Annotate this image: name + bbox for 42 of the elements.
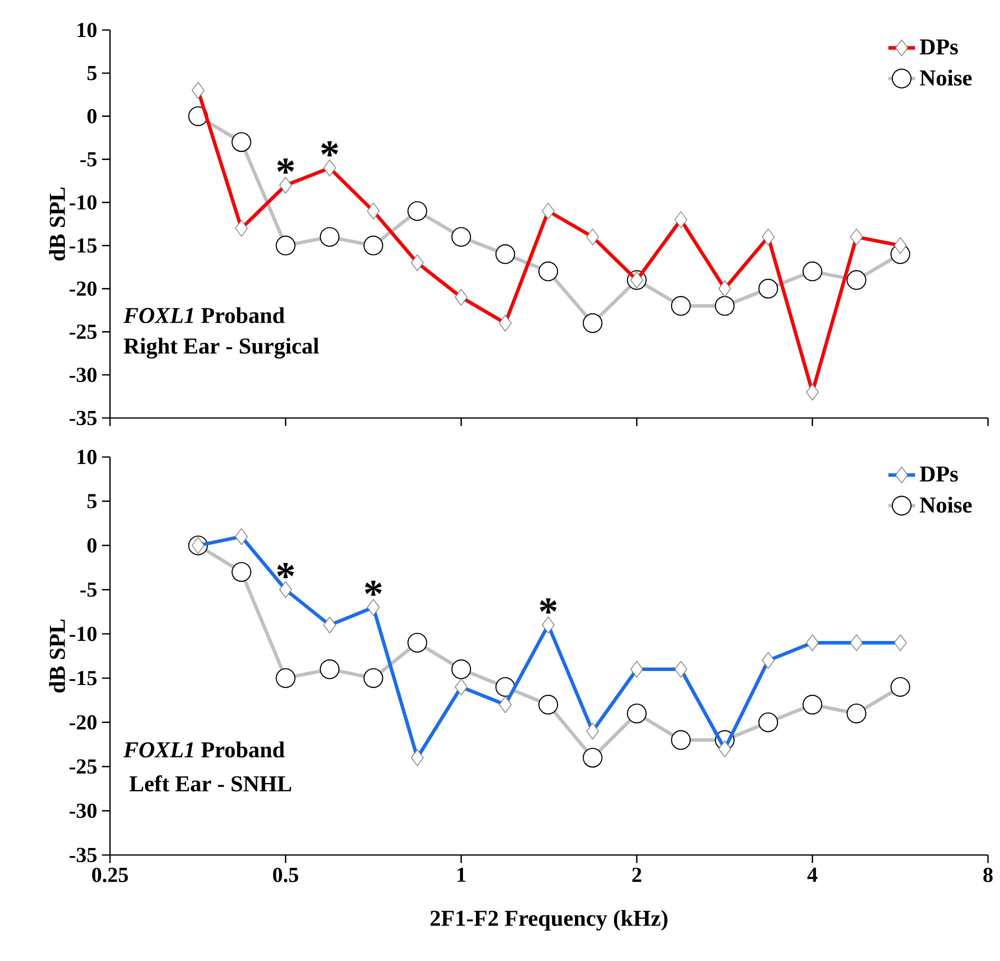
y-tick-label: -35	[70, 410, 97, 426]
y-tick-label: -10	[70, 626, 96, 642]
y-tick-label: -20	[70, 715, 96, 730]
y-tick-label: -10	[70, 195, 96, 210]
annotation: Right Ear - Surgical	[124, 338, 319, 359]
x-tick-label: 8	[983, 868, 993, 882]
y-tick-label: -20	[70, 281, 96, 296]
annotation: Left Ear - SNHL	[129, 775, 292, 792]
y-tick-label: 10	[78, 22, 96, 38]
annotation: FOXL1 Proband	[123, 307, 285, 324]
legend-label: DPs	[920, 39, 958, 55]
y-tick-label: -15	[70, 238, 97, 253]
y-tick-label: -25	[70, 324, 97, 339]
y-tick-label: 5	[87, 66, 97, 80]
annotation: *	[540, 598, 557, 614]
y-tick-label: 5	[87, 494, 97, 508]
annotation: *	[277, 158, 294, 174]
y-axis-title: dB SPL	[49, 619, 66, 693]
x-tick-label: 4	[807, 868, 818, 882]
annotation: FOXL1 Proband	[123, 742, 285, 758]
y-tick-label: -30	[70, 368, 96, 382]
legend-label: Noise	[920, 70, 972, 86]
y-tick-label: -30	[70, 804, 96, 818]
y-axis-title: dB SPL	[49, 187, 66, 261]
y-tick-label: 0	[87, 109, 96, 124]
annotation: *	[364, 580, 382, 596]
x-tick-label: 2	[632, 868, 642, 882]
y-tick-label: 10	[78, 450, 96, 464]
x-axis-title: 2F1-F2 Frequency (kHz)	[430, 910, 668, 931]
y-tick-label: -25	[70, 759, 97, 774]
annotation: *	[321, 141, 338, 156]
y-tick-label: -35	[70, 848, 97, 862]
annotation: *	[277, 563, 294, 578]
x-tick-label: 0.25	[92, 868, 128, 882]
legend-label: DPs	[920, 466, 958, 482]
legend-label: Noise	[920, 496, 972, 513]
x-tick-label: 0.5	[273, 868, 298, 882]
y-tick-label: -15	[70, 670, 97, 686]
y-tick-label: 0	[87, 538, 96, 553]
y-tick-label: -5	[80, 152, 97, 166]
y-tick-label: -5	[80, 582, 97, 597]
x-tick-label: 1	[458, 868, 466, 882]
